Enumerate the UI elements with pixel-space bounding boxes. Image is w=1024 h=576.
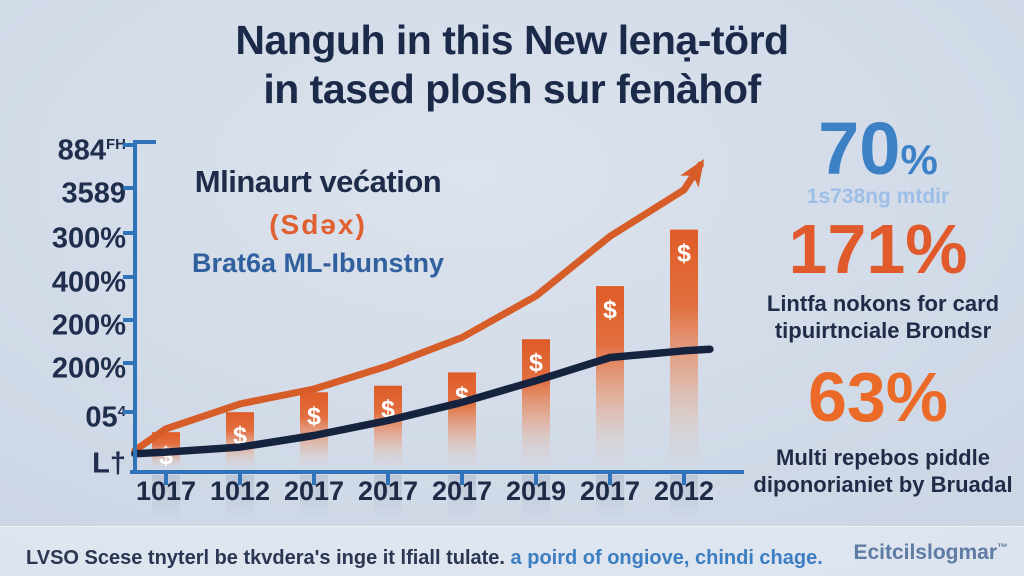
stat-value-1: 70% [818,107,938,190]
stat-value-3: 63% [807,358,949,436]
dollar-icon: $ [603,296,617,324]
bar [226,412,254,469]
footer-band [0,526,1024,576]
footer-note-blue: a poird of ongiove, chindi chage. [510,547,823,569]
x-axis-label: 2012 [653,476,715,506]
stat-value-2: 171% [788,210,968,288]
stat-caption-2: Lintfa nokons for card tipuirtnciale Bro… [766,291,1000,343]
bar [448,372,476,469]
x-axis-label: 2017 [357,476,419,506]
dollar-icon: $ [159,442,173,470]
percent-sign: % [900,136,938,183]
chart-axes [130,140,744,474]
dollar-icon: $ [307,402,321,430]
brand-logo: Ecitcilslogmar™ [853,541,1008,564]
y-axis-label: 200% [51,352,126,385]
y-axis-label: 3589 [61,177,126,210]
y-axis-label: 400% [51,266,126,299]
trademark-icon: ™ [997,542,1008,554]
stat-caption-3: Multi repebos piddle diponorianiet by Br… [753,445,1013,497]
footer-note: LVSO Scese tnyterl be tkvdera's inge it … [26,547,823,570]
chart-legend: Mlinaurt većation (Sdəx) Brat6a ML-Ibuns… [168,164,468,279]
bar [596,286,624,469]
baseline-trend-line [131,345,714,458]
x-axis-label: 2017 [283,476,345,506]
bar [374,385,402,469]
x-axis-label: 1017 [135,476,197,506]
y-axis-label: 300% [51,222,126,255]
y-axis-label: 200% [51,309,126,342]
legend-series-label: Brat6a ML-Ibunstny [191,248,445,278]
legend-title: Mlinaurt većation [194,164,442,199]
title-line-2: in tased plosh sur fenàhof [263,66,761,112]
dollar-icon: $ [529,349,543,377]
page-title: Nanguh in this New lenạ-törd in tased pl… [0,16,1024,114]
x-axis-label: 2019 [505,476,567,506]
x-axis-label: 1012 [209,476,271,506]
legend-subtitle: (Sdəx) [269,209,367,240]
dollar-icon: $ [677,240,691,268]
y-axis-label: L† [92,447,126,480]
footer-note-dark: LVSO Scese tnyterl be tkvdera's inge it … [26,547,505,569]
title-line-1: Nanguh in this New lenạ-törd [235,17,789,63]
y-axis-label: 054 [85,401,126,434]
x-axis-label: 2017 [579,476,641,506]
growth-trend-line [131,159,705,454]
y-axis-label: 884FH [57,134,126,167]
stat-caption-1: 1s738ng mtdir [806,185,950,208]
bar [522,339,550,469]
x-axis-label: 2017 [431,476,493,506]
